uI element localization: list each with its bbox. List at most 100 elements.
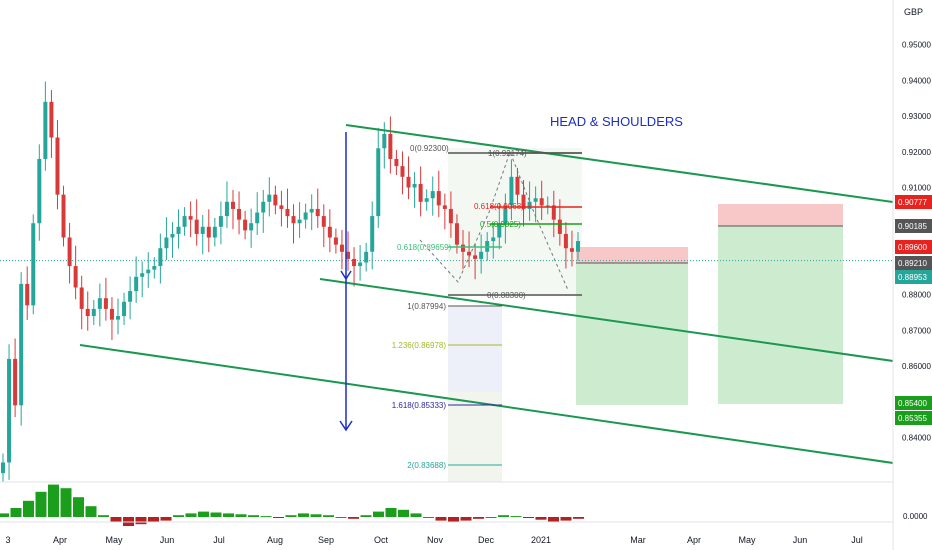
position-target-zone [576,263,688,405]
fib-level-label: 0.618(0.9068) [474,202,524,211]
indicator-bar [48,484,59,517]
candle-body [188,216,193,220]
candle-body [176,226,181,234]
candle-body [146,269,151,274]
candle-body [358,262,363,267]
candle-body [339,244,344,252]
indicator-bar [410,513,422,517]
drawings: 0(0.92300) 0.618(0.89659) 1(0.92174) 0.618(… [79,124,894,470]
candle-body [164,237,169,249]
candle-body [79,287,84,309]
price-level-label: 0.85400 [898,399,927,408]
x-tick-label: Oct [374,535,389,545]
indicator-bar [173,515,184,517]
indicator-bar [148,517,159,523]
candle-body [557,219,562,234]
candle-body [309,208,314,213]
x-tick-label: 2021 [531,535,551,545]
candle-body [285,208,290,217]
candle-body [218,216,223,227]
indicator-bar [210,512,222,517]
candle-body [400,166,405,177]
channel-bottom-line [79,344,894,464]
candle-body [503,205,508,224]
price-level-tag [895,411,932,425]
indicator-bar [73,497,84,517]
x-axis: 3 Apr May Jun Jul Aug Sep Oct Nov Dec 2021 Mar Apr Ma… [5,535,862,545]
x-tick-label: May [738,535,756,545]
candle-body [430,191,435,199]
y-tick-label: 0.94000 [902,76,931,85]
candle-body [551,205,556,220]
price-level-tag [895,256,932,270]
x-tick-label: May [105,535,123,545]
candle-body [515,176,520,195]
x-tick-label: Dec [478,535,495,545]
candle-body [303,212,308,220]
candle-body [91,308,96,317]
candle-body [479,251,484,259]
y-axis: 0.95000 0.94000 0.93000 0.92000 0.91000 0.880… [895,41,932,442]
candle-body [237,208,242,220]
x-tick-label: Jul [851,535,863,545]
indicator-bar [548,517,559,522]
y-tick-label: 0.93000 [902,112,931,121]
candle-body [7,358,12,463]
candle-body [55,137,60,195]
candle-body [158,248,163,267]
position-target-zone [718,226,843,404]
candle-body [509,176,514,206]
indicator-bar [560,517,572,521]
position-stop-zone [576,247,688,263]
indicator-bar [298,513,309,517]
indicator-bar [235,514,247,517]
chart-title: HEAD & SHOULDERS [550,114,683,129]
price-level-label: 0.90777 [898,198,927,207]
indicator-bar [448,517,459,523]
y-tick-label: 0.87000 [902,326,931,335]
candle-body [388,133,393,159]
indicator-bar [273,517,284,518]
indicator-bar [185,513,197,517]
candle-body [67,237,72,267]
candle-body [424,198,429,202]
candle-body [315,208,320,217]
fib-level-label: 0(0.92300) [410,144,449,153]
y-tick-label: 0.91000 [902,184,931,193]
price-level-label: 0.88953 [898,273,927,282]
indicator-bar [373,511,384,517]
pattern-outline [419,150,569,291]
candle-body [194,219,199,234]
candle-body [109,308,114,320]
arrow-head-down [339,420,353,432]
candle-body [491,237,496,242]
y-tick-label: 0.84000 [902,433,931,442]
indicator-zero-label: 0.0000 [903,512,928,521]
candle-body [497,223,502,238]
channel-lower-line [319,278,894,362]
fib-level-label: 0.5(0.9025) [480,220,521,229]
indicator-bar [485,517,497,518]
candle-body [321,216,326,227]
price-level-label: 0.85355 [898,414,927,423]
candle-body [539,198,544,206]
price-level-tag [895,195,932,209]
candle-body [576,241,580,252]
indicator-bar [435,517,447,521]
price-level-tag [895,240,932,254]
x-tick-label: Nov [427,535,444,545]
candle-body [212,226,217,238]
candle-body [352,258,357,267]
fib-extension-label: 1(0.87994) [407,302,446,311]
indicator-bar [360,515,372,517]
price-level-tag [895,396,932,410]
candle-body [406,176,411,188]
candle-body [128,291,133,302]
indicator-bar [498,515,509,517]
candle-body [291,216,296,224]
candle-body [13,358,18,406]
candle-body [473,255,478,259]
candle-body [376,148,381,217]
indicator-bar [98,515,109,517]
fib-level-label: 0.618(0.89659) [397,243,452,252]
